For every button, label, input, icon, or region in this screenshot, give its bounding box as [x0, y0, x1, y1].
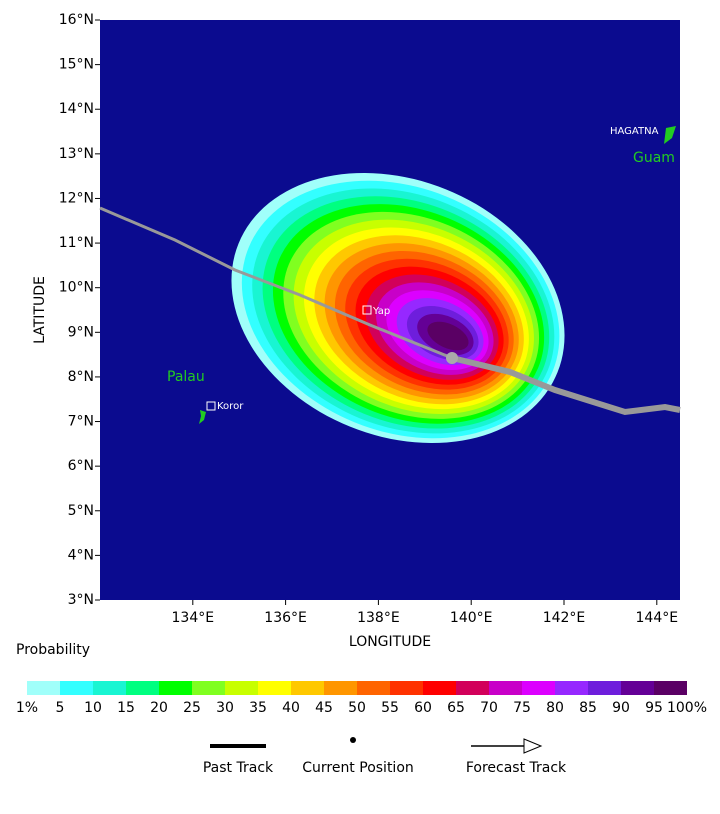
x-tick-label: 138°E [357, 610, 400, 626]
colorbar-label: 70 [480, 700, 498, 716]
colorbar-label: 45 [315, 700, 333, 716]
colorbar-label: 60 [414, 700, 432, 716]
legend-label: Forecast Track [466, 760, 567, 776]
colorbar-label: 40 [282, 700, 300, 716]
colorbar-label: 55 [381, 700, 399, 716]
y-tick-label: 11°N [59, 235, 94, 251]
y-tick-label: 14°N [59, 101, 94, 117]
colorbar-label: 80 [546, 700, 564, 716]
y-tick-label: 10°N [59, 280, 94, 296]
place-label: Palau [167, 369, 205, 385]
x-tick-label: 144°E [636, 610, 679, 626]
contour [427, 321, 469, 351]
colorbar-label: 95 [645, 700, 663, 716]
colorbar-label: 90 [612, 700, 630, 716]
forecast-track [451, 355, 681, 416]
colorbar-swatch [225, 681, 258, 695]
colorbar-title: Probability [16, 642, 90, 658]
x-tick-label: 134°E [172, 610, 215, 626]
yap-marker [362, 305, 372, 315]
y-tick-label: 16°N [59, 12, 94, 28]
y-tick-label: 6°N [68, 458, 94, 474]
legend-current-dot [350, 737, 356, 743]
colorbar-swatch [654, 681, 687, 695]
colorbar-label: 15 [117, 700, 135, 716]
colorbar-swatch [126, 681, 159, 695]
place-label: Guam [633, 150, 675, 166]
colorbar-label: 10 [84, 700, 102, 716]
colorbar-swatch [456, 681, 489, 695]
y-tick-label: 12°N [59, 190, 94, 206]
colorbar-swatch [258, 681, 291, 695]
colorbar-swatch [291, 681, 324, 695]
colorbar-swatch [390, 681, 423, 695]
colorbar-swatch [555, 681, 588, 695]
x-tick-label: 142°E [543, 610, 586, 626]
colorbar-label: 100% [667, 700, 707, 716]
colorbar-swatch [192, 681, 225, 695]
colorbar-swatch [60, 681, 93, 695]
colorbar-label: 5 [56, 700, 65, 716]
colorbar-swatch [357, 681, 390, 695]
colorbar-label: 25 [183, 700, 201, 716]
colorbar-label: 1% [16, 700, 38, 716]
colorbar-swatch [621, 681, 654, 695]
colorbar-swatch [489, 681, 522, 695]
colorbar-swatch [324, 681, 357, 695]
guam-land [664, 126, 676, 144]
current-position [446, 352, 458, 364]
probability-contours [231, 172, 565, 444]
y-tick-label: 3°N [68, 592, 94, 608]
colorbar-swatch [588, 681, 621, 695]
place-label: Koror [217, 401, 244, 412]
colorbar-label: 65 [447, 700, 465, 716]
colorbar-swatch [522, 681, 555, 695]
y-tick-label: 5°N [68, 503, 94, 519]
colorbar-label: 35 [249, 700, 267, 716]
x-tick-label: 140°E [450, 610, 493, 626]
colorbar-label: 30 [216, 700, 234, 716]
y-tick-label: 13°N [59, 146, 94, 162]
colorbar-label: 50 [348, 700, 366, 716]
legend-forecast-arrow [523, 738, 543, 754]
colorbar-swatch [27, 681, 60, 695]
y-tick-label: 8°N [68, 369, 94, 385]
colorbar-swatch [423, 681, 456, 695]
y-tick-label: 9°N [68, 324, 94, 340]
y-axis-title: LATITUDE [32, 276, 48, 344]
y-tick-label: 4°N [68, 547, 94, 563]
koror-marker [206, 401, 216, 411]
colorbar-label: 75 [513, 700, 531, 716]
legend-label: Past Track [203, 760, 274, 776]
place-label: Yap [372, 306, 390, 317]
palau-land [199, 410, 206, 424]
y-tick-label: 15°N [59, 57, 94, 73]
x-tick-label: 136°E [264, 610, 307, 626]
past-track [99, 206, 453, 360]
y-tick-label: 7°N [68, 414, 94, 430]
colorbar-label: 85 [579, 700, 597, 716]
place-label: HAGATNA [610, 126, 659, 137]
colorbar-swatch [159, 681, 192, 695]
colorbar-label: 20 [150, 700, 168, 716]
legend-label: Current Position [302, 760, 414, 776]
x-axis-title: LONGITUDE [349, 634, 431, 650]
colorbar-swatch [93, 681, 126, 695]
